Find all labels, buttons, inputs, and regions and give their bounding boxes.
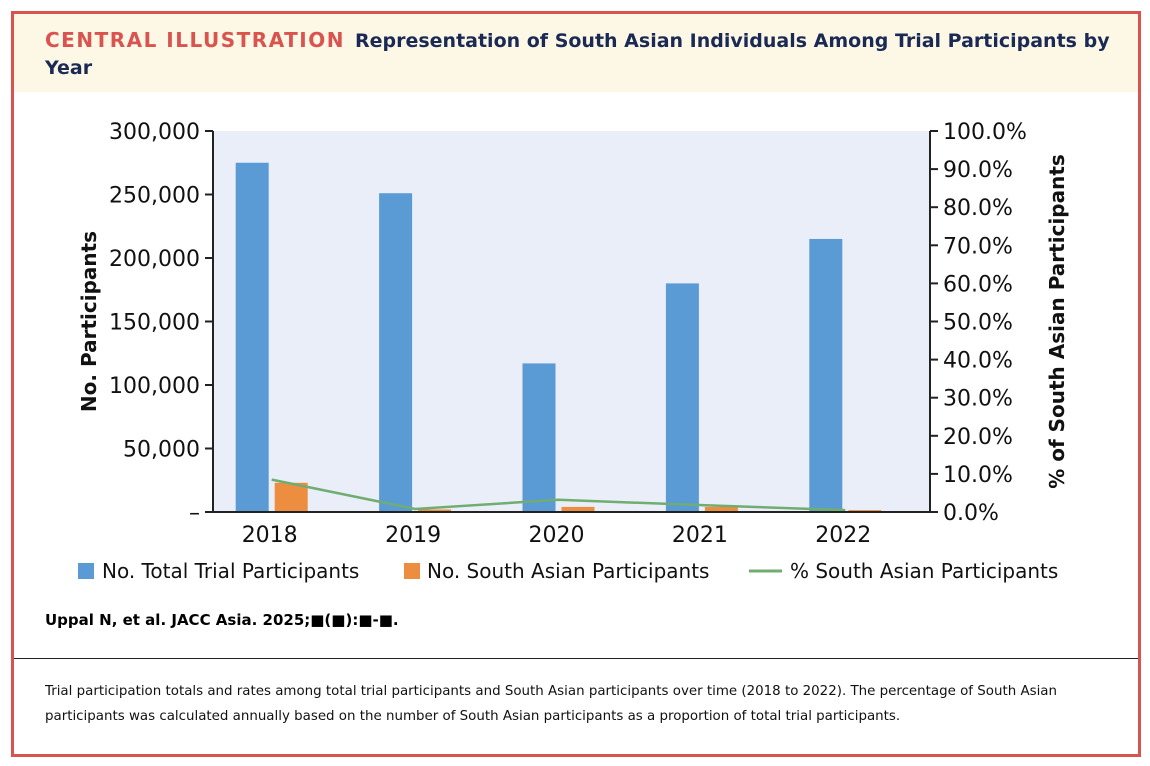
- axes-group: – 50,000 100,000 150,000 200,000 250,000 300,0…: [77, 120, 1069, 548]
- bar-total-2018: [235, 162, 269, 512]
- y2-tick-label: 80.0%: [943, 196, 1013, 221]
- y2-tick-label: 70.0%: [943, 234, 1013, 259]
- bar-total-2021: [665, 283, 699, 512]
- title-block: CENTRAL ILLUSTRATION Representation of So…: [45, 27, 1125, 82]
- chart: – 50,000 100,000 150,000 200,000 250,000 300,0…: [77, 120, 1069, 583]
- bar-total-2020: [522, 363, 556, 512]
- y2-tick-label: 40.0%: [943, 349, 1013, 374]
- y-axis-title: No. Participants: [77, 231, 101, 412]
- y-tick-label: 50,000: [123, 438, 200, 463]
- y2-tick-label: 30.0%: [943, 387, 1013, 412]
- y2-tick-label: 90.0%: [943, 158, 1013, 183]
- x-tick-label: 2019: [385, 523, 441, 548]
- y-tick-label: 250,000: [109, 184, 200, 209]
- y-tick-label: –: [189, 501, 200, 526]
- legend-label-south-asian: No. South Asian Participants: [427, 559, 709, 583]
- legend-label-percent: % South Asian Participants: [790, 559, 1058, 583]
- line-group: [271, 478, 846, 512]
- y2-tick-label: 50.0%: [943, 311, 1013, 336]
- bar-south-asian-2018: [274, 482, 308, 512]
- central-illustration-label: CENTRAL ILLUSTRATION: [45, 28, 345, 52]
- bars-group: [235, 162, 882, 513]
- x-tick-label: 2021: [672, 523, 728, 548]
- bar-south-asian-2021: [704, 506, 738, 512]
- y2-tick-label: 100.0%: [943, 120, 1027, 145]
- y-tick-label: 300,000: [109, 120, 200, 145]
- legend: No. Total Trial Participants No. South As…: [78, 559, 1058, 583]
- figure-header: CENTRAL ILLUSTRATION Representation of So…: [14, 14, 1138, 92]
- y-tick-label: 150,000: [109, 311, 200, 336]
- figure-title: Representation of South Asian Individual…: [45, 30, 1110, 79]
- y2-tick-label: 20.0%: [943, 425, 1013, 450]
- legend-swatch-total: [78, 563, 94, 579]
- divider: [14, 658, 1138, 659]
- y-tick-label: 100,000: [109, 374, 200, 399]
- x-tick-label: 2020: [529, 523, 585, 548]
- citation: Uppal N, et al. JACC Asia. 2025;■(■):■-■…: [45, 611, 399, 629]
- y2-tick-label: 60.0%: [943, 272, 1013, 297]
- bar-south-asian-2019: [418, 509, 452, 512]
- figure-frame: CENTRAL ILLUSTRATION Representation of So…: [11, 11, 1141, 757]
- y2-tick-label: 10.0%: [943, 463, 1013, 488]
- x-tick-label: 2022: [815, 523, 871, 548]
- x-tick-label: 2018: [242, 523, 298, 548]
- legend-swatch-south-asian: [404, 563, 420, 579]
- bar-total-2019: [379, 193, 413, 513]
- figure-caption: Trial participation totals and rates amo…: [45, 684, 1057, 724]
- y2-axis-title: % of South Asian Participants: [1045, 154, 1069, 489]
- percent-line: [271, 478, 846, 512]
- y-tick-label: 200,000: [109, 247, 200, 272]
- legend-label-total: No. Total Trial Participants: [102, 559, 359, 583]
- y2-tick-label: 0.0%: [943, 501, 999, 526]
- bar-south-asian-2020: [561, 506, 595, 512]
- bar-total-2022: [809, 238, 843, 512]
